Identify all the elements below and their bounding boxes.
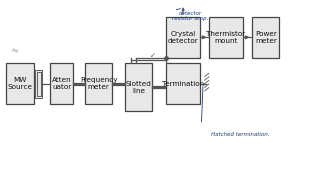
Text: MW
Source: MW Source: [7, 77, 32, 91]
FancyBboxPatch shape: [209, 17, 243, 58]
FancyBboxPatch shape: [50, 63, 73, 104]
Text: Atten
uator: Atten uator: [52, 77, 71, 91]
FancyBboxPatch shape: [37, 73, 41, 96]
FancyBboxPatch shape: [6, 63, 34, 104]
Text: ✓: ✓: [150, 53, 156, 59]
Text: Hatched termination.: Hatched termination.: [211, 132, 269, 137]
Text: detector
resistor amp.: detector resistor amp.: [172, 10, 208, 21]
Text: Thermistor
mount: Thermistor mount: [206, 31, 246, 44]
FancyBboxPatch shape: [85, 63, 112, 104]
FancyBboxPatch shape: [125, 63, 152, 111]
FancyBboxPatch shape: [166, 17, 200, 58]
Text: Termination: Termination: [162, 81, 204, 87]
FancyBboxPatch shape: [252, 17, 279, 58]
Text: Crystal
detector: Crystal detector: [168, 31, 198, 44]
Text: Slotted
line: Slotted line: [125, 81, 151, 94]
Text: ∿: ∿: [10, 45, 19, 56]
Text: Frequency
meter: Frequency meter: [80, 77, 117, 91]
Text: Power
meter: Power meter: [255, 31, 277, 44]
FancyBboxPatch shape: [35, 70, 42, 98]
FancyBboxPatch shape: [166, 63, 200, 104]
